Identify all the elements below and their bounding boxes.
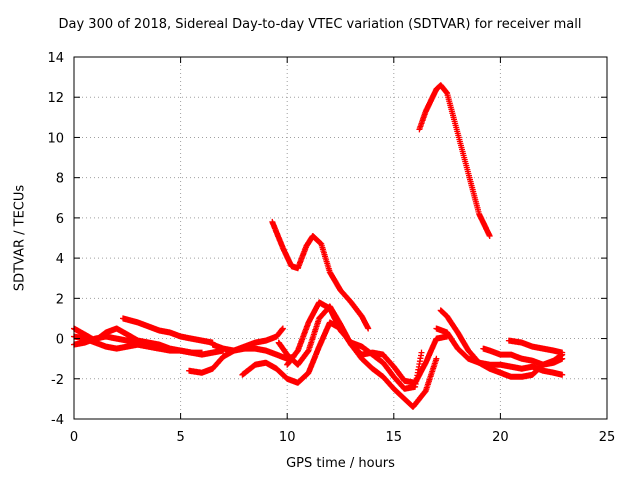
series-arc11 — [416, 82, 493, 239]
y-tick-label: 2 — [56, 292, 64, 307]
series-points — [480, 345, 566, 368]
y-tick-label: 12 — [47, 91, 64, 106]
series-points — [120, 315, 216, 346]
x-tick-label: 0 — [70, 430, 78, 445]
x-tick-label: 10 — [279, 430, 296, 445]
y-tick-label: 4 — [56, 252, 64, 267]
series-arc4 — [120, 315, 216, 346]
y-tick-label: 10 — [47, 131, 64, 146]
axes: 0 5 10 15 20 25 -4 -2 0 2 4 6 8 10 12 14 — [47, 51, 615, 445]
grid — [74, 57, 607, 419]
series-points — [416, 82, 493, 239]
series-arc14 — [480, 345, 566, 368]
series-arc13 — [433, 325, 566, 378]
x-tick-label: 5 — [176, 430, 184, 445]
x-axis-label: GPS time / hours — [286, 456, 395, 471]
series-points — [505, 337, 566, 356]
chart-title: Day 300 of 2018, Sidereal Day-to-day VTE… — [58, 17, 582, 32]
plot-frame — [73, 56, 608, 420]
series-points — [269, 218, 372, 332]
series-arc15 — [505, 337, 566, 356]
series-arc10 — [275, 303, 440, 410]
y-tick-label: 8 — [56, 172, 64, 187]
y-tick-label: 6 — [56, 212, 64, 227]
y-tick-label: -2 — [51, 373, 64, 388]
series-points — [209, 325, 286, 354]
plot-data — [71, 82, 566, 410]
x-tick-label: 20 — [492, 430, 509, 445]
series-points — [275, 303, 440, 410]
x-tick-label: 25 — [599, 430, 616, 445]
series-points — [433, 325, 566, 378]
x-tick-label: 15 — [386, 430, 403, 445]
y-tick-label: -4 — [51, 413, 64, 428]
y-tick-label: 0 — [56, 333, 64, 348]
series-arc6 — [209, 325, 286, 354]
series-arc8 — [269, 218, 372, 332]
y-tick-label: 14 — [47, 51, 64, 66]
